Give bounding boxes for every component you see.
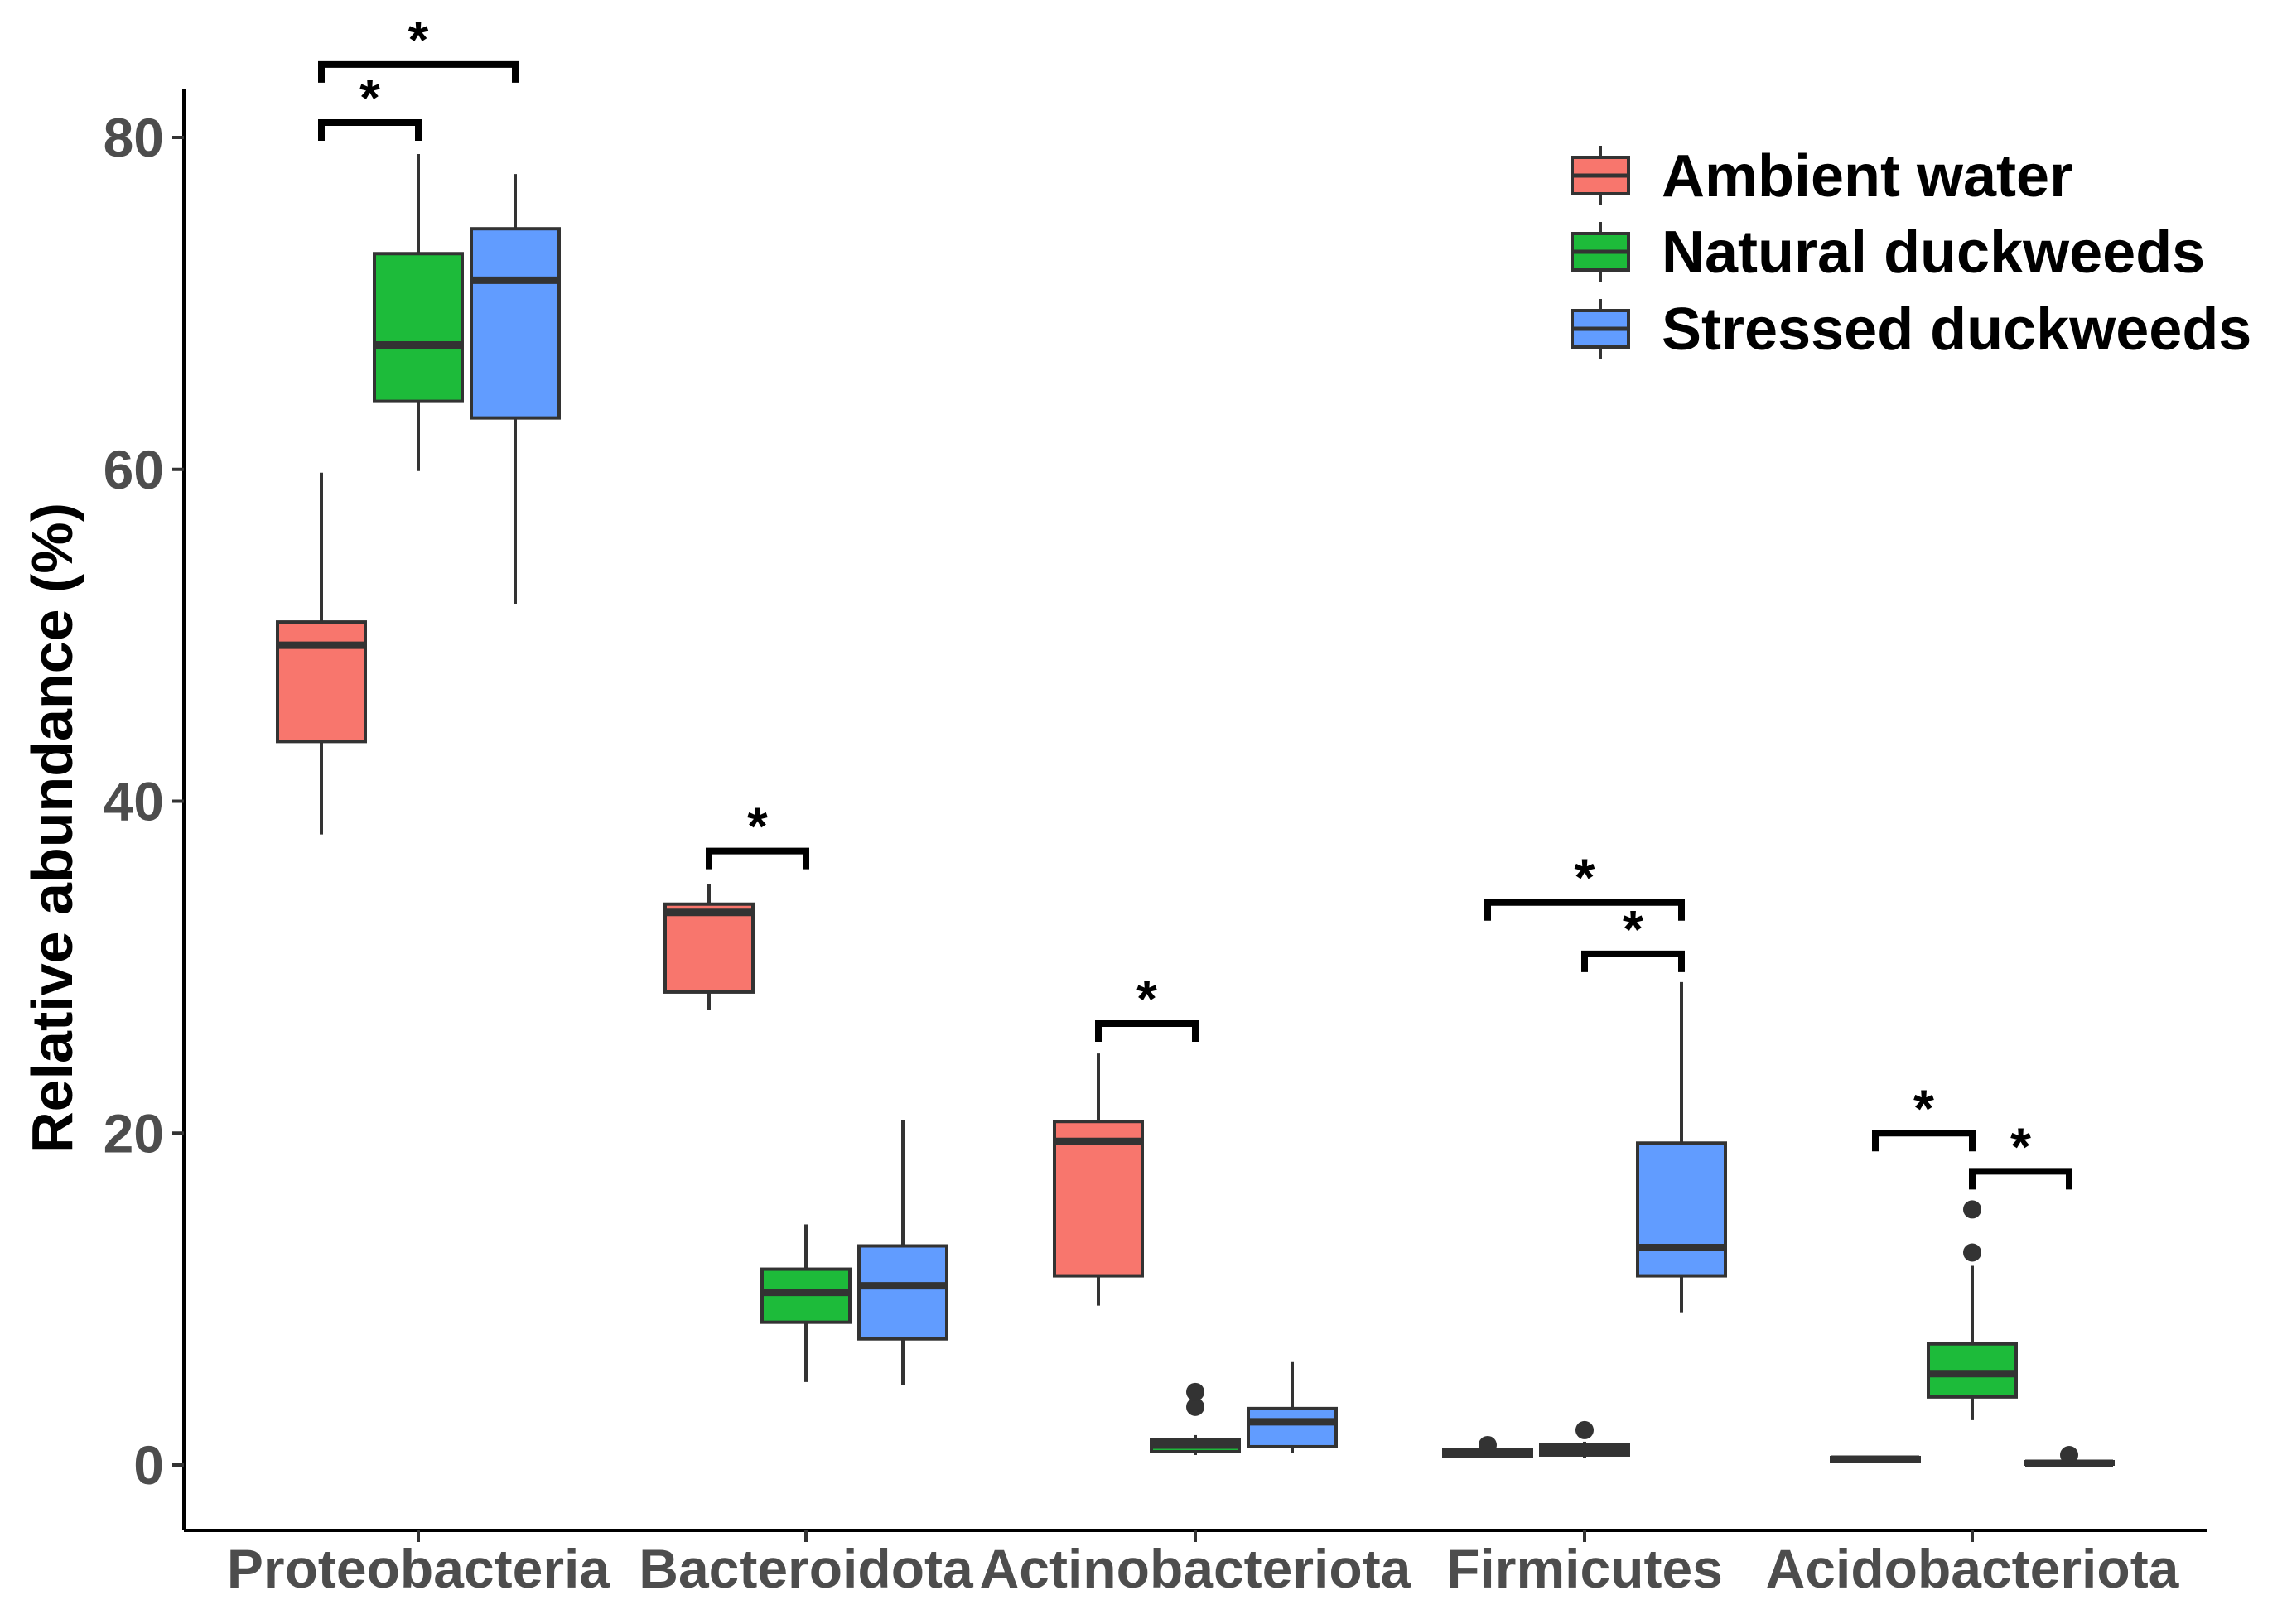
axes-group: 0 20 40 60 80 Proteobacteria Bacteroidota Actin… <box>104 89 2207 1599</box>
significance-star: * <box>1913 1078 1934 1138</box>
outlier-point <box>1186 1382 1204 1401</box>
box-ambient-water <box>276 472 367 835</box>
significance-star: * <box>359 68 380 128</box>
box-iqr <box>276 620 367 744</box>
boxes-group <box>276 154 2115 1467</box>
significance-bracket: * <box>1095 969 1199 1042</box>
box-stressed-duckweeds <box>857 1120 948 1385</box>
box-iqr <box>857 1244 948 1341</box>
box-iqr <box>663 902 755 994</box>
box-natural-duckweeds <box>1150 1382 1241 1455</box>
significance-star: * <box>1623 899 1643 959</box>
box-ambient-water <box>1053 1053 1144 1306</box>
significance-star: * <box>2010 1116 2031 1176</box>
box-ambient-water <box>1830 1455 1921 1463</box>
x-tick-label: Actinobacteriota <box>980 1538 1412 1599</box>
box-natural-duckweeds <box>373 154 464 471</box>
box-iqr <box>1636 1141 1727 1278</box>
significance-bracket: * <box>1872 1078 1976 1152</box>
significance-star: * <box>1575 848 1595 908</box>
bracket-line <box>1095 1020 1199 1042</box>
legend-label: Ambient water <box>1662 143 2072 210</box>
x-tick-label: Acidobacteriota <box>1766 1538 2180 1599</box>
y-tick-label: 20 <box>104 1102 164 1164</box>
box-natural-duckweeds <box>1539 1420 1630 1458</box>
bracket-line <box>318 118 422 141</box>
legend: Ambient water Natural duckweeds Stressed d… <box>1571 143 2251 363</box>
y-tick-label: 0 <box>133 1434 164 1496</box>
y-tick-label: 80 <box>104 107 164 168</box>
legend-label: Stressed duckweeds <box>1662 296 2251 363</box>
significance-bracket: * <box>1581 899 1685 972</box>
legend-item: Ambient water <box>1571 143 2072 210</box>
bracket-line <box>1581 950 1685 972</box>
significance-bracket: * <box>318 68 422 141</box>
outlier-point <box>2060 1445 2078 1464</box>
box-stressed-duckweeds <box>470 174 561 605</box>
significance-group: * * * * * * * * <box>318 10 2072 1190</box>
box-iqr <box>373 252 464 403</box>
box-natural-duckweeds <box>760 1224 852 1382</box>
outlier-point <box>1479 1435 1497 1454</box>
box-ambient-water <box>1442 1435 1533 1458</box>
y-axis-title: Relative abundance (%) <box>20 503 84 1154</box>
significance-star: * <box>408 10 429 70</box>
box-stressed-duckweeds <box>1247 1361 1338 1453</box>
bracket-line <box>706 847 809 870</box>
bracket-line <box>1484 899 1685 921</box>
outlier-point <box>1963 1243 1981 1262</box>
bracket-line <box>1872 1130 1976 1152</box>
significance-star: * <box>747 797 768 856</box>
y-tick-label: 40 <box>104 771 164 832</box>
box-ambient-water <box>663 884 755 1010</box>
x-tick-label: Proteobacteria <box>227 1538 610 1599</box>
significance-bracket: * <box>1484 848 1685 921</box>
significance-bracket: * <box>1969 1116 2072 1190</box>
x-tick-label: Firmicutes <box>1446 1538 1723 1599</box>
x-tick-label: Bacteroidota <box>639 1538 974 1599</box>
box-iqr <box>470 227 561 420</box>
bracket-line <box>318 60 519 83</box>
legend-label: Natural duckweeds <box>1662 219 2205 286</box>
outlier-point <box>1186 1397 1204 1416</box>
bracket-line <box>1969 1168 2072 1190</box>
significance-bracket: * <box>318 10 519 83</box>
y-tick-label: 60 <box>104 439 164 500</box>
box-iqr <box>1053 1120 1144 1278</box>
box-stressed-duckweeds <box>2024 1445 2115 1467</box>
significance-star: * <box>1136 969 1157 1029</box>
box-iqr <box>1247 1406 1338 1448</box>
legend-item: Natural duckweeds <box>1571 219 2205 286</box>
box-natural-duckweeds <box>1927 1200 2018 1420</box>
box-stressed-duckweeds <box>1636 981 1727 1313</box>
outlier-point <box>1575 1420 1594 1439</box>
legend-item: Stressed duckweeds <box>1571 296 2251 363</box>
outlier-point <box>1963 1200 1981 1219</box>
significance-bracket: * <box>706 797 809 870</box>
